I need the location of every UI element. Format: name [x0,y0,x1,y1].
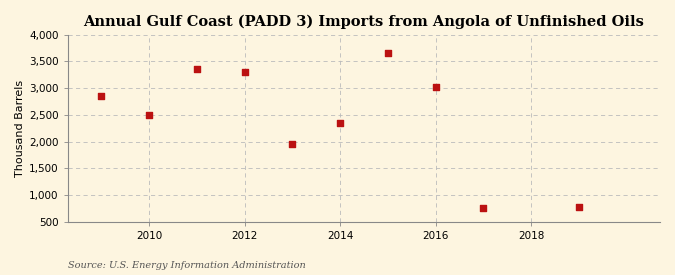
Point [478,206,489,210]
Point [96,94,107,98]
Point [430,85,441,89]
Point [144,113,155,118]
Point [191,67,202,72]
Point [239,70,250,74]
Y-axis label: Thousand Barrels: Thousand Barrels [15,80,25,177]
Point [574,205,585,209]
Point [287,142,298,146]
Point [383,51,394,55]
Text: Source: U.S. Energy Information Administration: Source: U.S. Energy Information Administ… [68,260,305,270]
Point [335,121,346,126]
Title: Annual Gulf Coast (PADD 3) Imports from Angola of Unfinished Oils: Annual Gulf Coast (PADD 3) Imports from … [84,15,645,29]
